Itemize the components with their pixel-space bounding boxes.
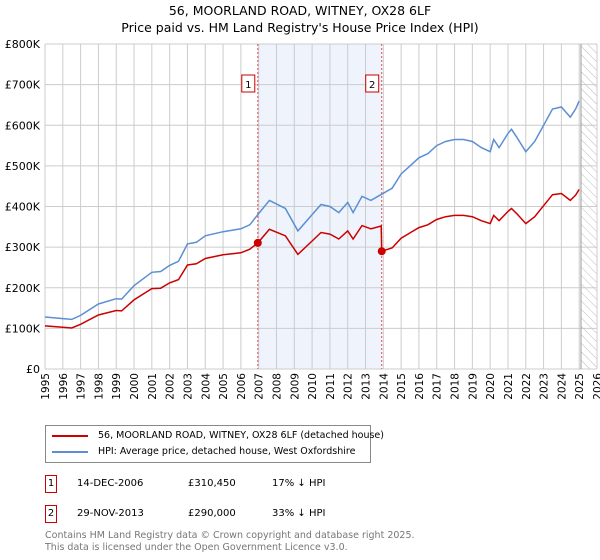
- y-tick-label: £700K: [5, 79, 41, 92]
- x-tick-label: 2001: [147, 373, 159, 400]
- chart-subtitle: Price paid vs. HM Land Registry's House …: [121, 20, 479, 35]
- x-tick-label: 2010: [307, 373, 319, 400]
- x-tick-label: 2000: [129, 373, 141, 400]
- x-tick-label: 2016: [414, 373, 426, 400]
- sale-price: £310,450: [188, 478, 236, 489]
- sale-date: 14-DEC-2006: [77, 478, 144, 489]
- x-tick-label: 2011: [325, 373, 337, 400]
- x-tick-label: 2024: [556, 373, 568, 400]
- x-tick-label: 2003: [182, 373, 194, 400]
- x-tick-label: 2017: [432, 373, 444, 400]
- footer-line: Contains HM Land Registry data © Crown c…: [45, 530, 415, 541]
- y-tick-label: £200K: [5, 282, 41, 295]
- x-tick-label: 2026: [592, 373, 600, 400]
- x-tick-label: 1995: [40, 373, 52, 400]
- price-paid-line: [44, 188, 580, 329]
- x-tick-label: 1998: [93, 373, 105, 400]
- sale-delta: 33% ↓ HPI: [272, 508, 326, 519]
- y-tick-label: £800K: [5, 38, 41, 51]
- x-tick-label: 2002: [165, 373, 177, 400]
- y-tick-label: £500K: [5, 160, 41, 173]
- x-tick-label: 2015: [396, 373, 408, 400]
- y-tick-label: £400K: [5, 201, 41, 214]
- legend-red-swatch: [52, 435, 88, 437]
- x-tick-label: 2020: [485, 373, 497, 400]
- sale-point: [253, 238, 262, 247]
- x-tick-label: 2007: [254, 373, 266, 400]
- table-row: 2 29-NOV-2013 £290,000 33% ↓ HPI: [45, 505, 445, 523]
- sale-badge: 1: [45, 475, 57, 493]
- legend-blue-label: HPI: Average price, detached house, West…: [98, 446, 356, 457]
- x-tick-label: 2009: [289, 373, 301, 400]
- y-tick-label: £100K: [5, 322, 41, 335]
- sale-point: [377, 247, 386, 256]
- x-tick-label: 2019: [467, 373, 479, 400]
- sale-badge: 2: [45, 505, 57, 523]
- x-tick-label: 2012: [343, 373, 355, 400]
- x-tick-label: 2021: [503, 373, 515, 400]
- sale-delta: 17% ↓ HPI: [272, 478, 326, 489]
- sale-badge-box: [241, 74, 256, 93]
- chart: 1995 1996 1997 1998 1999 2000 2001 2002 2003 2004…: [5, 38, 600, 400]
- sale-badge-label: 1: [245, 80, 251, 91]
- x-tick-label: 2013: [361, 373, 373, 400]
- footer-line: This data is licensed under the Open Gov…: [45, 542, 348, 553]
- x-tick-label: 2008: [271, 373, 283, 400]
- footer: Contains HM Land Registry data © Crown c…: [45, 530, 415, 554]
- table-row: 1 14-DEC-2006 £310,450 17% ↓ HPI: [45, 475, 445, 493]
- sale-price: £290,000: [188, 508, 236, 519]
- x-tick-label: 2018: [450, 373, 462, 400]
- x-tick-label: 2025: [574, 373, 586, 400]
- legend-red-label: 56, MOORLAND ROAD, WITNEY, OX28 6LF (det…: [98, 430, 384, 441]
- legend: 56, MOORLAND ROAD, WITNEY, OX28 6LF (det…: [45, 425, 384, 463]
- x-tick-label: 2006: [236, 373, 248, 400]
- x-tick-label: 1996: [58, 373, 70, 400]
- x-tick-label: 2014: [378, 373, 390, 400]
- sale-date: 29-NOV-2013: [77, 508, 144, 519]
- hpi-line: [44, 100, 580, 321]
- x-tick-label: 2023: [539, 373, 551, 400]
- legend-blue-swatch: [52, 451, 88, 453]
- y-tick-label: £0: [26, 363, 40, 376]
- x-tick-label: 2022: [521, 373, 533, 400]
- x-tick-label: 1997: [76, 373, 88, 400]
- sale-badge-box: [365, 74, 380, 93]
- x-tick-label: 1999: [111, 373, 123, 400]
- sale-badge-label: 2: [369, 80, 375, 91]
- y-tick-label: £600K: [5, 119, 41, 132]
- y-tick-label: £300K: [5, 241, 41, 254]
- x-tick-label: 2005: [218, 373, 230, 400]
- x-tick-label: 2004: [200, 373, 212, 400]
- chart-title: 56, MOORLAND ROAD, WITNEY, OX28 6LF: [168, 3, 432, 18]
